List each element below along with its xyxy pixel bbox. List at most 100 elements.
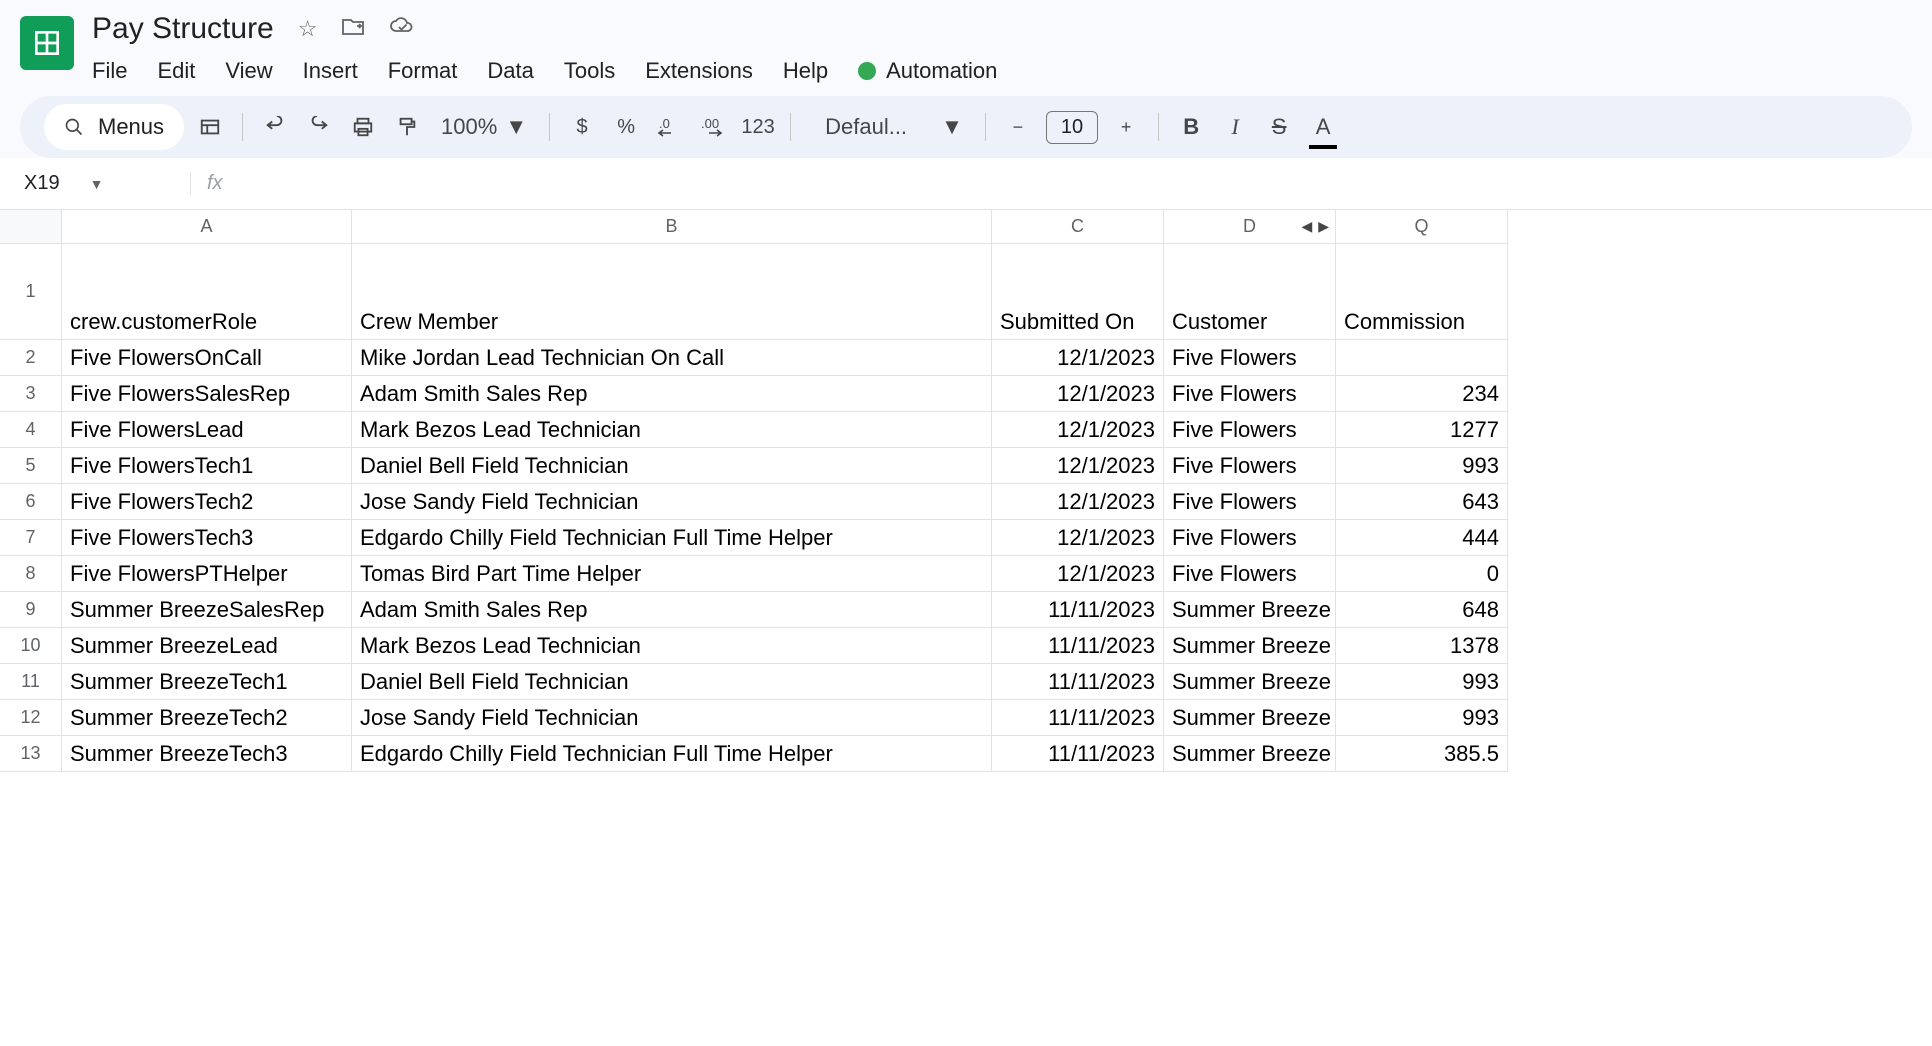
cell[interactable]: Jose Sandy Field Technician bbox=[352, 484, 992, 520]
menu-automation[interactable]: Automation bbox=[858, 58, 997, 84]
star-icon[interactable]: ☆ bbox=[298, 16, 318, 42]
cell[interactable]: 11/11/2023 bbox=[992, 592, 1164, 628]
row-header[interactable]: 5 bbox=[0, 448, 62, 484]
text-color-button[interactable]: A bbox=[1305, 109, 1341, 145]
cell[interactable]: Five FlowersTech2 bbox=[62, 484, 352, 520]
cell[interactable]: 0 bbox=[1336, 556, 1508, 592]
cell[interactable]: 12/1/2023 bbox=[992, 520, 1164, 556]
column-header-C[interactable]: C bbox=[992, 210, 1164, 244]
cell[interactable]: Five FlowersOnCall bbox=[62, 340, 352, 376]
cell[interactable]: 444 bbox=[1336, 520, 1508, 556]
document-title[interactable]: Pay Structure bbox=[86, 10, 280, 48]
cell[interactable]: 993 bbox=[1336, 664, 1508, 700]
cell[interactable]: Summer BreezeTech2 bbox=[62, 700, 352, 736]
paint-format-button[interactable] bbox=[389, 109, 425, 145]
row-header[interactable]: 8 bbox=[0, 556, 62, 592]
cloud-status-icon[interactable] bbox=[389, 16, 415, 42]
name-box[interactable]: X19 ▼ bbox=[20, 166, 190, 201]
column-header-Q[interactable]: Q bbox=[1336, 210, 1508, 244]
undo-button[interactable] bbox=[257, 109, 293, 145]
row-header[interactable]: 1 bbox=[0, 244, 62, 340]
cell[interactable]: 1277 bbox=[1336, 412, 1508, 448]
cell[interactable]: crew.customerRole bbox=[62, 244, 352, 340]
menu-insert[interactable]: Insert bbox=[303, 58, 358, 84]
cell[interactable]: Tomas Bird Part Time Helper bbox=[352, 556, 992, 592]
bold-button[interactable]: B bbox=[1173, 109, 1209, 145]
menu-format[interactable]: Format bbox=[388, 58, 458, 84]
cell[interactable]: Submitted On bbox=[992, 244, 1164, 340]
table-view-button[interactable] bbox=[192, 109, 228, 145]
spreadsheet-grid[interactable]: ABCD◀▶Q 1crew.customerRoleCrew MemberSub… bbox=[0, 210, 1932, 1046]
row-header[interactable]: 12 bbox=[0, 700, 62, 736]
cell[interactable] bbox=[1336, 340, 1508, 376]
cell[interactable]: Summer BreezeTech1 bbox=[62, 664, 352, 700]
cell[interactable]: Five Flowers bbox=[1164, 376, 1336, 412]
menu-view[interactable]: View bbox=[225, 58, 272, 84]
cell[interactable]: Daniel Bell Field Technician bbox=[352, 664, 992, 700]
cell[interactable]: Crew Member bbox=[352, 244, 992, 340]
italic-button[interactable]: I bbox=[1217, 109, 1253, 145]
currency-format-button[interactable]: $ bbox=[564, 109, 600, 145]
decrease-font-button[interactable]: − bbox=[1000, 109, 1036, 145]
strikethrough-button[interactable]: S bbox=[1261, 109, 1297, 145]
cell[interactable]: Summer Breeze bbox=[1164, 592, 1336, 628]
row-header[interactable]: 3 bbox=[0, 376, 62, 412]
menu-extensions[interactable]: Extensions bbox=[645, 58, 753, 84]
row-header[interactable]: 2 bbox=[0, 340, 62, 376]
column-scroll-arrows[interactable]: ◀▶ bbox=[1301, 218, 1329, 235]
cell[interactable]: Adam Smith Sales Rep bbox=[352, 376, 992, 412]
print-button[interactable] bbox=[345, 109, 381, 145]
cell[interactable]: Mark Bezos Lead Technician bbox=[352, 412, 992, 448]
cell[interactable]: 234 bbox=[1336, 376, 1508, 412]
cell[interactable]: 385.5 bbox=[1336, 736, 1508, 772]
cell[interactable]: Summer Breeze bbox=[1164, 736, 1336, 772]
menu-edit[interactable]: Edit bbox=[157, 58, 195, 84]
cell[interactable]: Edgardo Chilly Field Technician Full Tim… bbox=[352, 520, 992, 556]
select-all-corner[interactable] bbox=[0, 210, 62, 244]
cell[interactable]: 12/1/2023 bbox=[992, 376, 1164, 412]
cell[interactable]: Five FlowersSalesRep bbox=[62, 376, 352, 412]
move-icon[interactable] bbox=[341, 16, 365, 42]
column-header-A[interactable]: A bbox=[62, 210, 352, 244]
cell[interactable]: Five FlowersLead bbox=[62, 412, 352, 448]
font-dropdown[interactable]: Defaul... ▼ bbox=[805, 114, 971, 140]
cell[interactable]: Five FlowersTech1 bbox=[62, 448, 352, 484]
row-header[interactable]: 6 bbox=[0, 484, 62, 520]
cell[interactable]: 993 bbox=[1336, 700, 1508, 736]
cell[interactable]: Summer Breeze bbox=[1164, 664, 1336, 700]
cell[interactable]: 11/11/2023 bbox=[992, 628, 1164, 664]
cell[interactable]: 12/1/2023 bbox=[992, 412, 1164, 448]
row-header[interactable]: 9 bbox=[0, 592, 62, 628]
cell[interactable]: Commission bbox=[1336, 244, 1508, 340]
row-header[interactable]: 13 bbox=[0, 736, 62, 772]
cell[interactable]: 648 bbox=[1336, 592, 1508, 628]
cell[interactable]: 12/1/2023 bbox=[992, 484, 1164, 520]
menu-file[interactable]: File bbox=[92, 58, 127, 84]
decrease-decimal-button[interactable]: .0 bbox=[652, 109, 688, 145]
sheets-logo[interactable] bbox=[20, 16, 74, 70]
cell[interactable]: Five FlowersPTHelper bbox=[62, 556, 352, 592]
cell[interactable]: Summer Breeze bbox=[1164, 628, 1336, 664]
cell[interactable]: Adam Smith Sales Rep bbox=[352, 592, 992, 628]
column-header-B[interactable]: B bbox=[352, 210, 992, 244]
menu-data[interactable]: Data bbox=[487, 58, 533, 84]
cell[interactable]: 12/1/2023 bbox=[992, 556, 1164, 592]
cell[interactable]: 993 bbox=[1336, 448, 1508, 484]
cell[interactable]: 12/1/2023 bbox=[992, 448, 1164, 484]
cell[interactable]: 11/11/2023 bbox=[992, 664, 1164, 700]
cell[interactable]: Five Flowers bbox=[1164, 340, 1336, 376]
row-header[interactable]: 7 bbox=[0, 520, 62, 556]
cell[interactable]: Summer BreezeTech3 bbox=[62, 736, 352, 772]
cell[interactable]: Customer bbox=[1164, 244, 1336, 340]
cell[interactable]: Five Flowers bbox=[1164, 484, 1336, 520]
cell[interactable]: 11/11/2023 bbox=[992, 736, 1164, 772]
redo-button[interactable] bbox=[301, 109, 337, 145]
cell[interactable]: Five Flowers bbox=[1164, 556, 1336, 592]
cell[interactable]: Edgardo Chilly Field Technician Full Tim… bbox=[352, 736, 992, 772]
font-size-input[interactable]: 10 bbox=[1046, 111, 1098, 144]
row-header[interactable]: 10 bbox=[0, 628, 62, 664]
zoom-dropdown[interactable]: 100% ▼ bbox=[433, 114, 535, 140]
cell[interactable]: Five Flowers bbox=[1164, 448, 1336, 484]
percent-format-button[interactable]: % bbox=[608, 109, 644, 145]
cell[interactable]: Summer Breeze bbox=[1164, 700, 1336, 736]
